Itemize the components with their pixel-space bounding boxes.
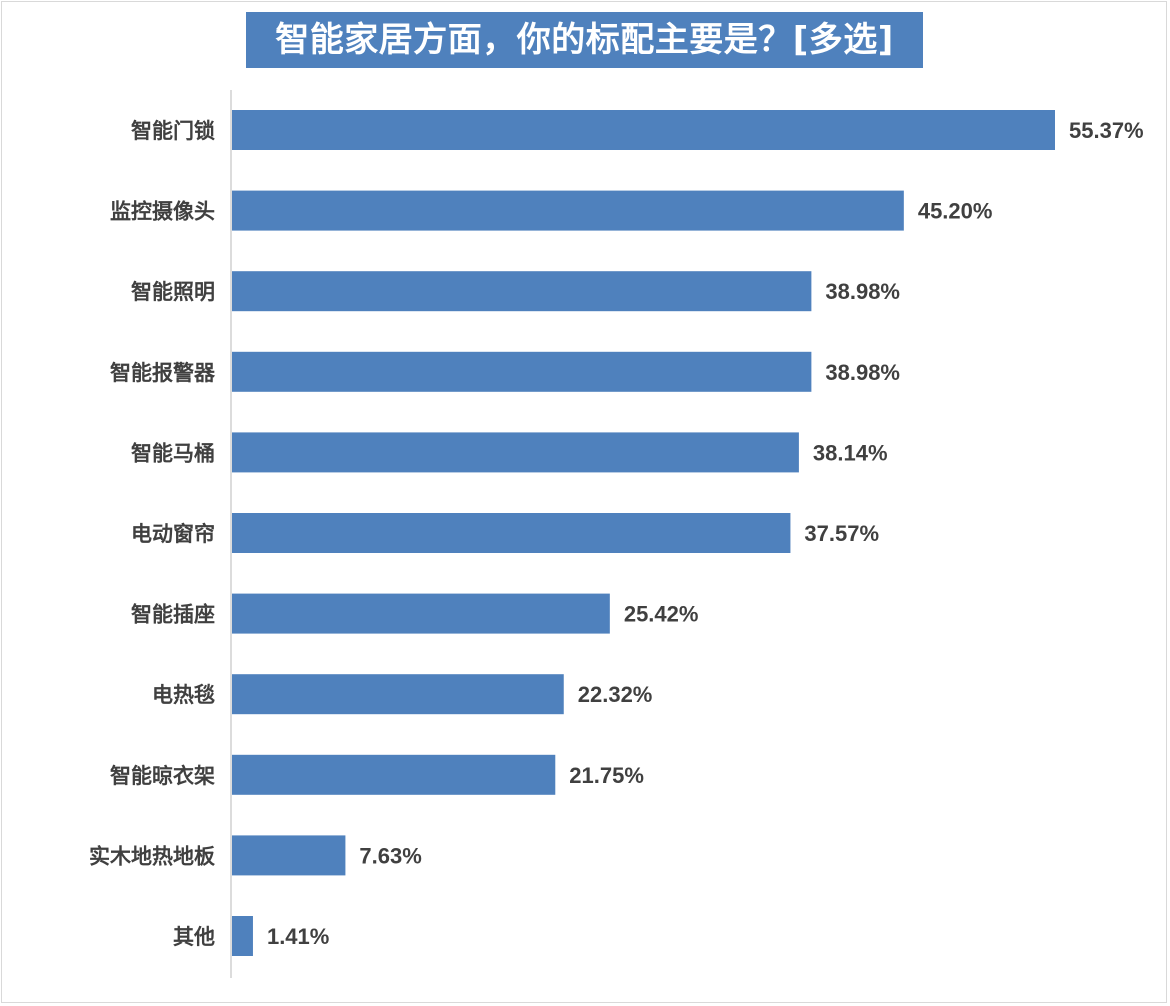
bar bbox=[232, 916, 253, 956]
value-label: 55.37% bbox=[1069, 118, 1144, 143]
bar bbox=[232, 674, 564, 715]
category-label: 实木地热地板 bbox=[89, 844, 216, 868]
category-label: 智能马桶 bbox=[131, 441, 215, 465]
bar bbox=[232, 190, 904, 231]
bar bbox=[232, 110, 1055, 150]
value-label: 1.41% bbox=[267, 924, 329, 949]
chart-title: 智能家居方面，你的标配主要是？[多选] bbox=[246, 12, 923, 68]
value-label: 7.63% bbox=[359, 843, 421, 868]
bar bbox=[232, 835, 346, 876]
bar bbox=[232, 432, 799, 473]
value-label: 21.75% bbox=[569, 763, 644, 788]
value-label: 38.98% bbox=[825, 279, 900, 304]
value-label: 38.14% bbox=[813, 440, 888, 465]
category-label: 监控摄像头 bbox=[110, 200, 215, 224]
category-label: 电动窗帘 bbox=[131, 522, 215, 546]
category-label: 智能报警器 bbox=[110, 361, 216, 385]
bar bbox=[232, 593, 610, 634]
bar bbox=[232, 351, 812, 392]
bar bbox=[232, 513, 791, 553]
category-label: 智能照明 bbox=[131, 280, 215, 304]
bar bbox=[232, 271, 812, 312]
value-label: 25.42% bbox=[624, 602, 699, 627]
category-label: 智能门锁 bbox=[131, 119, 215, 143]
category-label: 其他 bbox=[173, 925, 215, 949]
value-label: 38.98% bbox=[825, 360, 900, 385]
value-label: 22.32% bbox=[578, 682, 653, 707]
value-label: 45.20% bbox=[918, 199, 993, 224]
category-label: 智能插座 bbox=[131, 603, 215, 627]
category-label: 智能晾衣架 bbox=[110, 764, 215, 788]
value-label: 37.57% bbox=[804, 521, 879, 546]
bar bbox=[232, 754, 556, 795]
category-label: 电热毯 bbox=[152, 683, 215, 707]
